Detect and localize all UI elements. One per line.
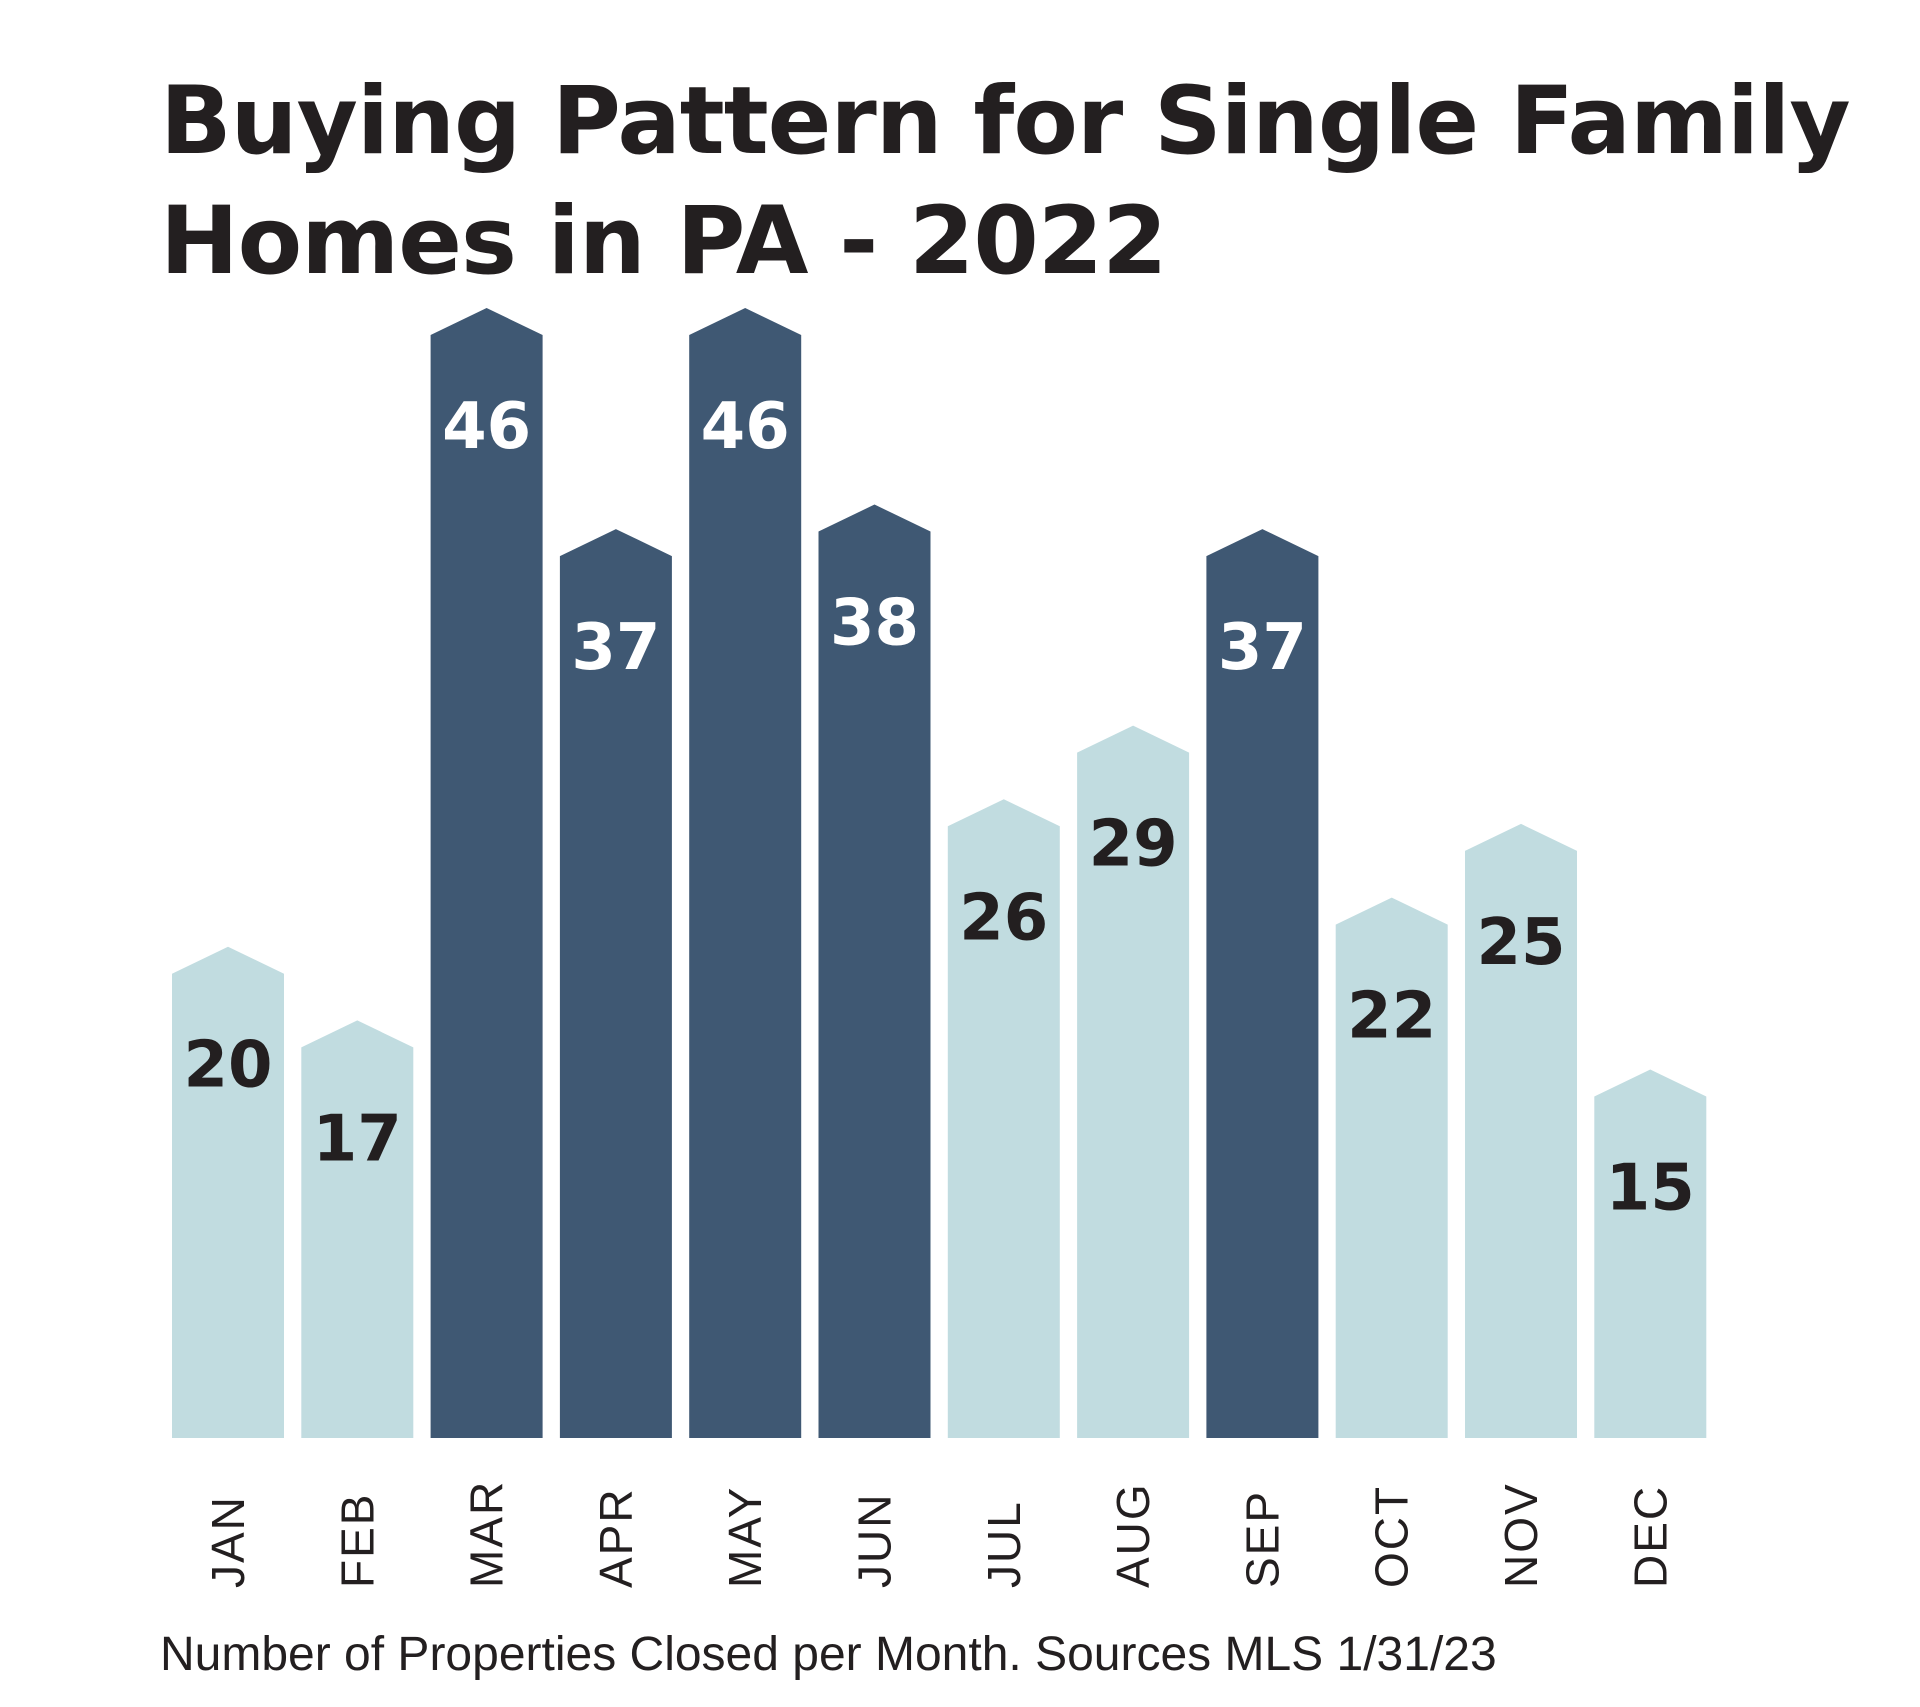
bar-jan <box>172 946 284 1438</box>
bar-jul <box>947 799 1060 1438</box>
bar-apr <box>559 529 672 1438</box>
chart-title-line-1: Buying Pattern for Single Family <box>160 67 1851 176</box>
month-label-jul: JUL <box>978 1500 1030 1588</box>
value-label-may: 46 <box>701 390 790 464</box>
bar-nov <box>1465 823 1577 1438</box>
chart-caption: Number of Properties Closed per Month. S… <box>160 1628 1497 1680</box>
month-label-aug: AUG <box>1107 1482 1159 1588</box>
month-label-oct: OCT <box>1366 1485 1418 1588</box>
bar-feb <box>301 1020 414 1438</box>
value-label-apr: 37 <box>571 611 660 685</box>
bar-oct <box>1335 897 1448 1438</box>
value-label-aug: 29 <box>1089 808 1178 882</box>
value-label-feb: 17 <box>313 1102 402 1176</box>
month-label-may: MAY <box>719 1486 771 1588</box>
value-labels-group: 20 17 46 37 46 38 26 29 37 22 25 15 <box>183 390 1694 1226</box>
value-label-jan: 20 <box>183 1029 272 1103</box>
bar-jun <box>818 504 931 1438</box>
value-label-mar: 46 <box>442 390 531 464</box>
value-label-sep: 37 <box>1218 611 1307 685</box>
chart-title: Buying Pattern for Single Family Homes i… <box>160 62 1851 302</box>
bar-sep <box>1206 529 1319 1438</box>
month-label-mar: MAR <box>461 1480 513 1588</box>
value-label-nov: 25 <box>1476 906 1565 980</box>
month-label-dec: DEC <box>1624 1485 1676 1588</box>
value-label-jul: 26 <box>959 881 1048 955</box>
month-label-jan: JAN <box>202 1495 254 1588</box>
value-label-oct: 22 <box>1347 980 1436 1054</box>
chart-title-line-2: Homes in PA - 2022 <box>160 187 1168 296</box>
bars-group <box>172 308 1707 1438</box>
month-label-sep: SEP <box>1236 1490 1288 1588</box>
value-label-dec: 15 <box>1606 1152 1695 1226</box>
bar-mar <box>430 308 543 1438</box>
month-label-jun: JUN <box>849 1493 901 1588</box>
month-labels-group: JAN FEB MAR APR MAY JUN JUL AUG SEP OCT NOV DEC <box>202 1480 1676 1588</box>
value-label-jun: 38 <box>830 587 919 661</box>
month-label-apr: APR <box>590 1487 642 1588</box>
month-label-nov: NOV <box>1495 1482 1547 1588</box>
month-label-feb: FEB <box>331 1493 383 1588</box>
bar-may <box>689 308 802 1438</box>
bar-dec <box>1594 1069 1707 1438</box>
bar-aug <box>1077 725 1190 1438</box>
